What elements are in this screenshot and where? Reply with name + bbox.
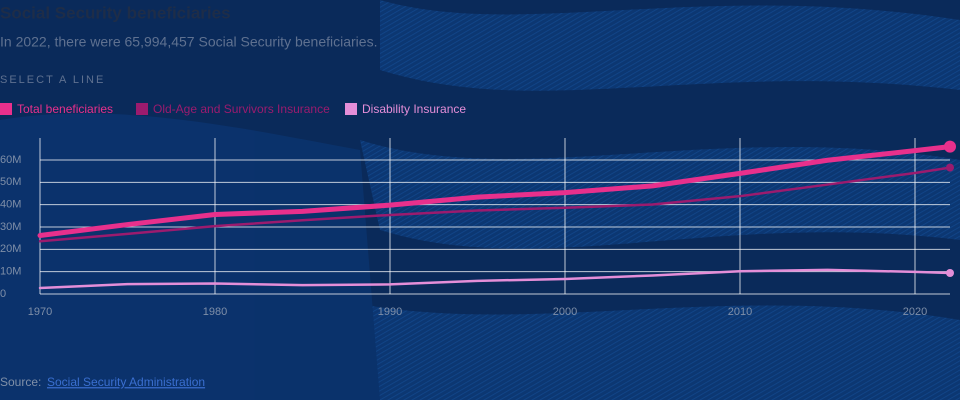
series-line: [38, 166, 952, 243]
series-line: [37, 144, 953, 238]
x-tick-label: 2000: [553, 306, 577, 318]
y-tick-label: 60M: [0, 154, 21, 166]
y-tick-label: 20M: [0, 243, 21, 255]
x-tick-label: 1990: [378, 306, 402, 318]
y-tick-label: 30M: [0, 221, 21, 233]
source-label: Source:: [0, 375, 41, 389]
legend-heading: SELECT A LINE: [0, 74, 105, 86]
source-link[interactable]: Social Security Administration: [47, 375, 205, 389]
x-tick-label: 2010: [728, 306, 752, 318]
subtitle: In 2022, there were 65,994,457 Social Se…: [0, 34, 377, 50]
y-tick-label: 0: [0, 288, 6, 300]
chart-title: Social Security beneficiaries: [0, 3, 231, 22]
legend-label[interactable]: Disability Insurance: [362, 102, 466, 116]
legend-swatch[interactable]: [136, 103, 148, 115]
x-tick-label: 1970: [28, 306, 52, 318]
y-tick-label: 50M: [0, 176, 21, 188]
legend-swatch[interactable]: [0, 103, 12, 115]
legend-label[interactable]: Old-Age and Survivors Insurance: [153, 102, 330, 116]
end-point: [946, 163, 954, 172]
end-point: [944, 140, 956, 153]
end-point: [946, 269, 954, 278]
legend-swatch[interactable]: [345, 103, 357, 115]
y-tick-label: 40M: [0, 199, 21, 211]
x-tick-label: 1980: [203, 306, 227, 318]
legend-label[interactable]: Total beneficiaries: [17, 102, 113, 116]
y-tick-label: 10M: [0, 266, 21, 278]
series-line: [38, 268, 952, 290]
x-tick-label: 2020: [903, 306, 927, 318]
